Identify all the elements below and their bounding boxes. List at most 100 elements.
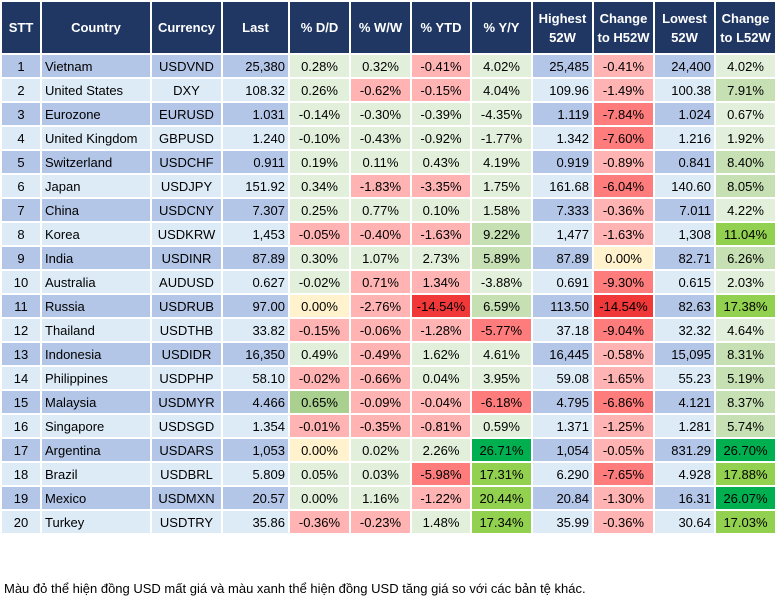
cell-change-l52w: 4.02% [714,53,777,79]
cell-low: 831.29 [653,437,716,463]
cell-country: United States [40,77,152,103]
cell-ytd: 2.26% [410,437,472,463]
cell-ytd: -0.81% [410,413,472,439]
cell-last: 0.911 [221,149,290,175]
cell-change-l52w: 26.07% [714,485,777,511]
cell-country: Russia [40,293,152,319]
table-row: 7 China USDCNY 7.307 0.25% 0.77% 0.10% 1.58% 7.3… [0,197,777,223]
cell-last: 1,053 [221,437,290,463]
cell-ww: -0.35% [349,413,412,439]
cell-change-l52w: 8.40% [714,149,777,175]
cell-dd: 0.30% [288,245,351,271]
cell-change-l52w: 5.19% [714,365,777,391]
table-row: 1 Vietnam USDVND 25,380 0.28% 0.32% -0.41% 4.02… [0,53,777,79]
cell-stt: 12 [0,317,42,343]
cell-yy: -6.18% [470,389,533,415]
header-high52w: Highest 52W [531,0,594,55]
cell-yy: 4.02% [470,53,533,79]
cell-dd: -0.14% [288,101,351,127]
cell-country: Switzerland [40,149,152,175]
cell-low: 24,400 [653,53,716,79]
cell-yy: -3.88% [470,269,533,295]
cell-stt: 9 [0,245,42,271]
cell-dd: -0.36% [288,509,351,535]
cell-last: 7.307 [221,197,290,223]
cell-high: 7.333 [531,197,594,223]
table-row: 2 United States DXY 108.32 0.26% -0.62% -0.15%… [0,77,777,103]
cell-change-h52w: -1.63% [592,221,655,247]
cell-change-h52w: -0.41% [592,53,655,79]
cell-country: India [40,245,152,271]
cell-yy: 6.59% [470,293,533,319]
cell-country: Singapore [40,413,152,439]
cell-currency: USDTHB [150,317,223,343]
cell-change-h52w: -1.65% [592,365,655,391]
cell-low: 32.32 [653,317,716,343]
cell-country: Vietnam [40,53,152,79]
cell-change-l52w: 17.88% [714,461,777,487]
cell-change-h52w: -14.54% [592,293,655,319]
cell-stt: 6 [0,173,42,199]
cell-change-l52w: 7.91% [714,77,777,103]
cell-ww: -0.49% [349,341,412,367]
table-row: 16 Singapore USDSGD 1.354 -0.01% -0.35% -0.81%… [0,413,777,439]
cell-yy: 4.61% [470,341,533,367]
header-currency: Currency [150,0,223,55]
table-row: 4 United Kingdom GBPUSD 1.240 -0.10% -0.43% -0… [0,125,777,151]
cell-stt: 16 [0,413,42,439]
cell-high: 20.84 [531,485,594,511]
cell-last: 5.809 [221,461,290,487]
cell-currency: AUDUSD [150,269,223,295]
cell-low: 1.281 [653,413,716,439]
cell-ww: -1.83% [349,173,412,199]
cell-change-h52w: -7.65% [592,461,655,487]
cell-ww: 0.11% [349,149,412,175]
cell-stt: 10 [0,269,42,295]
header-dd: % D/D [288,0,351,55]
cell-change-l52w: 17.38% [714,293,777,319]
table-row: 20 Turkey USDTRY 35.86 -0.36% -0.23% 1.48% 17.3… [0,509,777,535]
cell-last: 0.627 [221,269,290,295]
cell-stt: 8 [0,221,42,247]
cell-low: 1,308 [653,221,716,247]
cell-high: 0.691 [531,269,594,295]
cell-change-l52w: 5.74% [714,413,777,439]
cell-yy: 9.22% [470,221,533,247]
cell-currency: USDKRW [150,221,223,247]
cell-yy: 20.44% [470,485,533,511]
cell-change-h52w: -0.36% [592,509,655,535]
cell-ytd: -3.35% [410,173,472,199]
cell-ytd: -14.54% [410,293,472,319]
header-country: Country [40,0,152,55]
cell-currency: USDCNY [150,197,223,223]
cell-stt: 7 [0,197,42,223]
cell-low: 100.38 [653,77,716,103]
cell-ww: 0.71% [349,269,412,295]
cell-currency: USDMXN [150,485,223,511]
cell-yy: 0.59% [470,413,533,439]
cell-dd: 0.00% [288,293,351,319]
cell-ytd: -0.92% [410,125,472,151]
cell-stt: 5 [0,149,42,175]
cell-dd: 0.49% [288,341,351,367]
cell-currency: USDVND [150,53,223,79]
cell-change-h52w: -9.04% [592,317,655,343]
cell-change-l52w: 8.31% [714,341,777,367]
cell-ytd: 1.62% [410,341,472,367]
cell-last: 1.240 [221,125,290,151]
cell-stt: 3 [0,101,42,127]
cell-last: 20.57 [221,485,290,511]
cell-change-h52w: 0.00% [592,245,655,271]
currency-table: STT Country Currency Last % D/D % W/W % … [0,0,777,535]
cell-country: Mexico [40,485,152,511]
cell-ww: 0.77% [349,197,412,223]
header-change-h52w: Change to H52W [592,0,655,55]
cell-ww: 0.03% [349,461,412,487]
cell-high: 1,054 [531,437,594,463]
cell-ytd: 1.48% [410,509,472,535]
table-row: 3 Eurozone EURUSD 1.031 -0.14% -0.30% -0.39% -4… [0,101,777,127]
cell-low: 1.216 [653,125,716,151]
table-body: 1 Vietnam USDVND 25,380 0.28% 0.32% -0.41% 4.02… [0,53,777,535]
cell-ww: -0.66% [349,365,412,391]
cell-low: 16.31 [653,485,716,511]
